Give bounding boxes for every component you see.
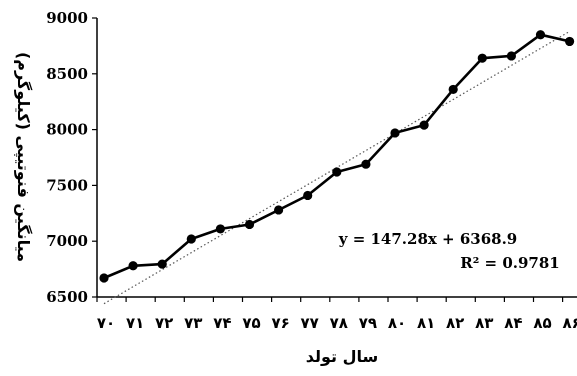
data-point xyxy=(186,234,196,244)
data-point xyxy=(565,36,575,47)
x-tick-label: ۸۵ xyxy=(533,314,551,332)
data-point xyxy=(361,159,371,169)
x-tick-label: ۸۱ xyxy=(417,314,435,332)
x-tick-label: ۷۴ xyxy=(213,314,231,332)
data-point xyxy=(506,51,516,61)
y-tick-label: 8000 xyxy=(46,121,88,139)
r-squared: R² = 0.9781 xyxy=(460,254,559,272)
data-point xyxy=(128,261,138,271)
x-tick-label: ۷۶ xyxy=(271,314,289,332)
y-tick-label: 9000 xyxy=(46,9,88,27)
x-tick-label: ۸۴ xyxy=(504,314,522,332)
data-points xyxy=(99,30,575,283)
data-point xyxy=(448,84,458,95)
x-tick-label: ۷۰ xyxy=(97,314,115,332)
data-point xyxy=(390,128,400,138)
x-tick-label: ۸۶ xyxy=(562,314,577,332)
data-point xyxy=(244,219,255,230)
trendline xyxy=(103,30,570,305)
x-tick-labels: ۷۰ ۷۱ ۷۲ ۷۳ ۷۴ ۷۵ ۷۶ ۷۷ ۷۸ ۷۹ ۸۰ ۸۱ ۸۲ ۸۳ ۸۴ ۸۵ ۸۶ xyxy=(97,314,577,332)
x-axis-label: سال تولد xyxy=(306,347,378,366)
data-point xyxy=(274,205,284,215)
x-tick-label: ۷۲ xyxy=(155,314,173,332)
x-tick-label: ۷۹ xyxy=(359,314,377,332)
data-point xyxy=(215,224,225,234)
y-tick-label: 6500 xyxy=(46,288,88,306)
y-tick-label: 7500 xyxy=(46,176,88,194)
data-point xyxy=(303,190,313,201)
data-point xyxy=(157,259,167,269)
x-tick-label: ۷۳ xyxy=(184,314,202,332)
x-tick-label: ۷۵ xyxy=(242,314,260,332)
y-tick-label: 8500 xyxy=(46,65,88,83)
y-axis: 6500 7000 7500 8000 8500 9000 xyxy=(46,9,98,306)
y-tick-labels: 6500 7000 7500 8000 8500 9000 xyxy=(46,9,88,306)
y-tick-marks xyxy=(92,17,97,298)
y-axis-label: میانگین فنوتیپی (کیلوگرم) xyxy=(13,52,33,262)
x-tick-label: ۸۳ xyxy=(475,314,493,332)
x-tick-label: ۷۱ xyxy=(126,314,144,332)
x-tick-label: ۷۷ xyxy=(301,314,319,332)
x-tick-label: ۸۰ xyxy=(388,314,406,332)
y-tick-label: 7000 xyxy=(46,232,88,250)
x-tick-label: ۸۲ xyxy=(446,314,464,332)
data-point xyxy=(419,120,429,130)
x-tick-label: ۷۸ xyxy=(330,314,348,332)
data-point xyxy=(477,53,487,63)
data-point xyxy=(99,273,109,283)
trend-equation: y = 147.28x + 6368.9 xyxy=(338,230,518,248)
data-point xyxy=(332,167,342,177)
x-tick-marks xyxy=(96,297,564,302)
x-axis: ۷۰ ۷۱ ۷۲ ۷۳ ۷۴ ۷۵ ۷۶ ۷۷ ۷۸ ۷۹ ۸۰ ۸۱ ۸۲ ۸۳ ۸۴ ۸۵ ۸۶ xyxy=(96,296,577,332)
data-point xyxy=(535,30,546,40)
